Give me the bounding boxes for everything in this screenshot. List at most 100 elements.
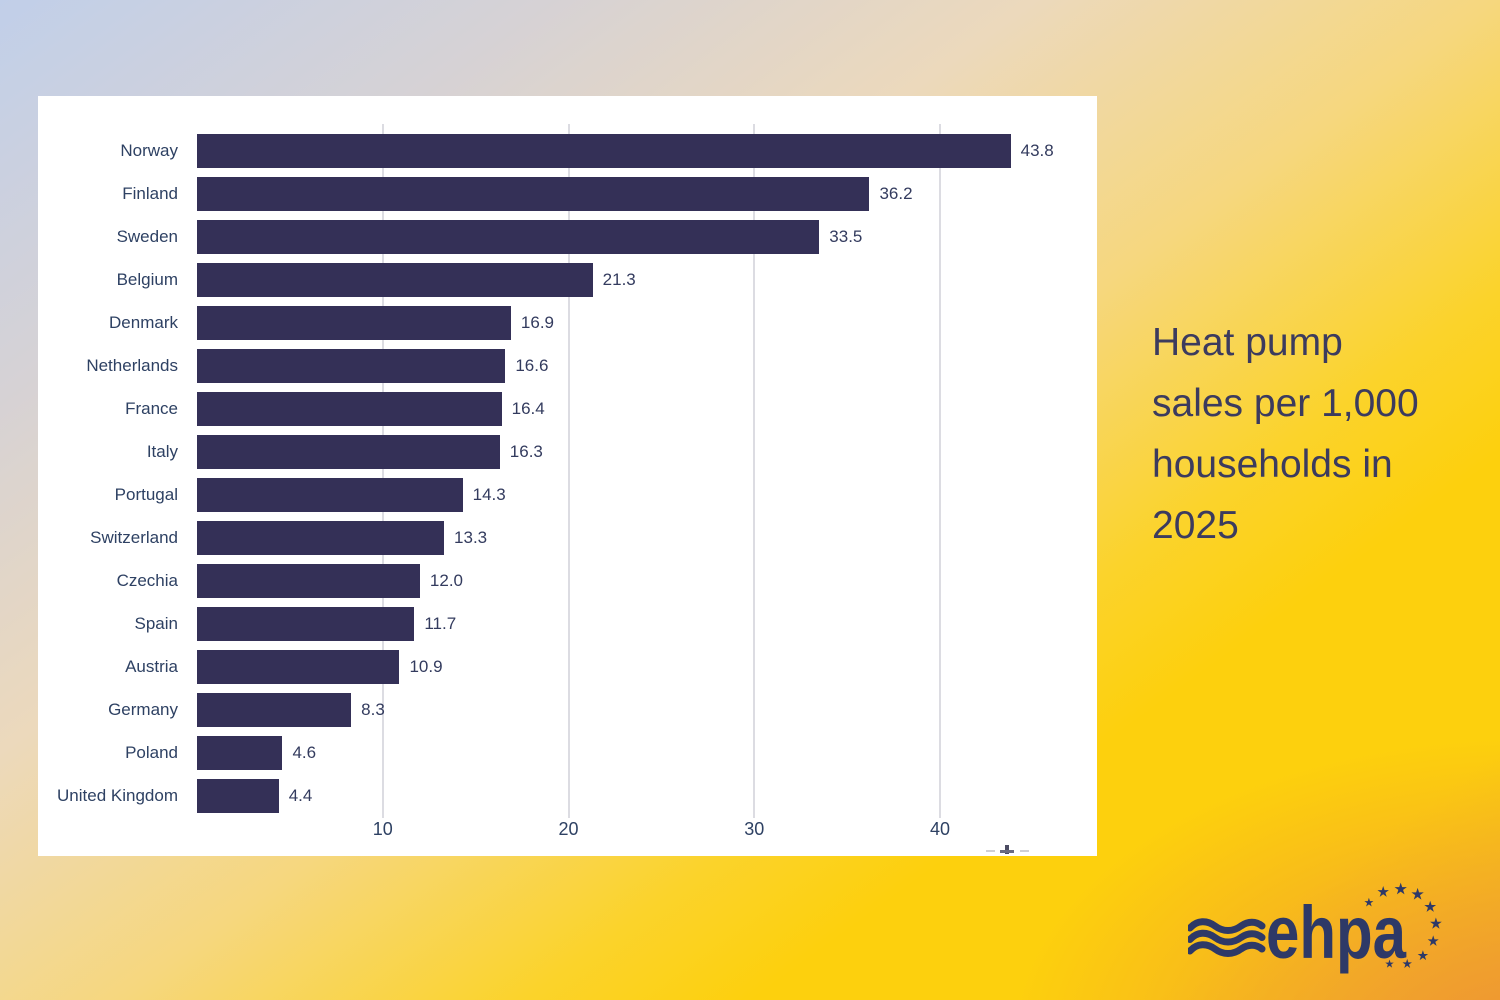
bar-track: 16.3 (197, 434, 1097, 469)
value-label: 16.6 (515, 355, 549, 375)
bar (197, 520, 445, 555)
x-tick-label: 10 (372, 819, 393, 839)
bar-track: 36.2 (197, 176, 1097, 211)
bar-track: 12.0 (197, 563, 1097, 598)
chart-title: Heat pump sales per 1,000 households in … (1152, 312, 1492, 556)
category-label: Netherlands (86, 355, 178, 375)
category-label: Finland (122, 183, 178, 203)
bar (197, 477, 463, 512)
value-label: 10.9 (409, 656, 443, 676)
bar-track: 4.4 (197, 778, 1097, 813)
bar (197, 219, 820, 254)
bar-row: Finland 36.2 (38, 172, 1097, 215)
bar-chart: Norway 43.8 Finland 36.2 Sweden 33.5 Belgium 21… (38, 129, 1097, 817)
bar-row: Austria 10.9 (38, 645, 1097, 688)
category-label: Switzerland (90, 527, 178, 547)
grid-layer (197, 124, 1097, 818)
bar-row: Italy 16.3 (38, 430, 1097, 473)
bar (197, 391, 502, 426)
category-label: Italy (146, 441, 178, 461)
category-label: United Kingdom (57, 785, 178, 805)
value-label: 4.4 (288, 785, 313, 805)
waves-icon (1188, 918, 1266, 957)
bar (197, 778, 279, 813)
bar-row: Poland 4.6 (38, 731, 1097, 774)
value-label: 14.3 (472, 484, 506, 504)
bar-track: 33.5 (197, 219, 1097, 254)
bar-track: 21.3 (197, 262, 1097, 297)
grid-line (753, 124, 756, 818)
value-label: 16.9 (520, 312, 555, 332)
title-line-3: households in (1152, 443, 1393, 486)
x-tick-label: 30 (744, 819, 765, 839)
bar-track: 8.3 (197, 692, 1097, 727)
bar (197, 133, 1011, 168)
value-label: 8.3 (361, 699, 385, 719)
bar (197, 735, 283, 770)
bar-row: Portugal 14.3 (38, 473, 1097, 516)
x-tick-label: 20 (558, 819, 579, 839)
bar-row: Sweden 33.5 (38, 215, 1097, 258)
bar (197, 348, 506, 383)
bar (197, 434, 500, 469)
bar (197, 649, 400, 684)
value-label: 12.0 (429, 570, 463, 590)
bar-track: 4.6 (197, 735, 1097, 770)
value-label: 11.7 (424, 613, 457, 633)
bar (197, 563, 420, 598)
value-label: 33.5 (829, 226, 863, 246)
bar-row: Belgium 21.3 (38, 258, 1097, 301)
value-label: 16.4 (511, 398, 545, 418)
bar (197, 176, 870, 211)
bar (197, 606, 415, 641)
bar-row: United Kingdom 4.4 (38, 774, 1097, 817)
bar (197, 692, 352, 727)
title-line-2: sales per 1,000 (1152, 382, 1419, 425)
bar (197, 305, 511, 340)
cropped-watermark-fragment (986, 845, 1030, 855)
bar-row: Netherlands 16.6 (38, 344, 1097, 387)
watermark-plus-icon (1005, 845, 1009, 854)
category-label: Belgium (116, 269, 178, 289)
category-label: France (125, 398, 178, 418)
bar-track: 16.6 (197, 348, 1097, 383)
value-label: 13.3 (454, 527, 488, 547)
bar-row: Germany 8.3 (38, 688, 1097, 731)
category-label: Poland (125, 742, 178, 762)
category-label: Czechia (116, 570, 178, 590)
bar-track: 10.9 (197, 649, 1097, 684)
watermark-dash-right (1020, 850, 1029, 852)
value-label: 16.3 (509, 441, 543, 461)
watermark-dash-left (986, 850, 995, 852)
watermark-plus-bar (1000, 850, 1014, 853)
grid-line (939, 124, 942, 818)
value-label: 43.8 (1020, 140, 1054, 160)
category-label: Norway (120, 140, 178, 160)
bar-row: Switzerland 13.3 (38, 516, 1097, 559)
x-axis: 10 20 30 40 (197, 816, 1097, 842)
ehpa-logo: ehpa (1188, 882, 1442, 974)
value-label: 4.6 (292, 742, 317, 762)
bar-track: 11.7 (197, 606, 1097, 641)
category-label: Germany (108, 699, 178, 719)
logo-wordmark: ehpa (1266, 891, 1407, 974)
value-label: 36.2 (879, 183, 913, 203)
category-label: Spain (134, 613, 178, 633)
chart-panel: Norway 43.8 Finland 36.2 Sweden 33.5 Belgium 21… (38, 96, 1097, 856)
grid-line (567, 124, 570, 818)
title-line-4: 2025 (1152, 504, 1239, 547)
category-label: Denmark (109, 312, 178, 332)
bar-track: 16.4 (197, 391, 1097, 426)
bar-row: Spain 11.7 (38, 602, 1097, 645)
bar-track: 16.9 (197, 305, 1097, 340)
bar-row: Czechia 12.0 (38, 559, 1097, 602)
title-line-1: Heat pump (1152, 321, 1343, 364)
bar (197, 262, 593, 297)
value-label: 21.3 (602, 269, 636, 289)
bar-track: 43.8 (197, 133, 1097, 168)
bar-track: 13.3 (197, 520, 1097, 555)
category-label: Austria (125, 656, 178, 676)
bar-row: Denmark 16.9 (38, 301, 1097, 344)
category-label: Portugal (114, 484, 178, 504)
